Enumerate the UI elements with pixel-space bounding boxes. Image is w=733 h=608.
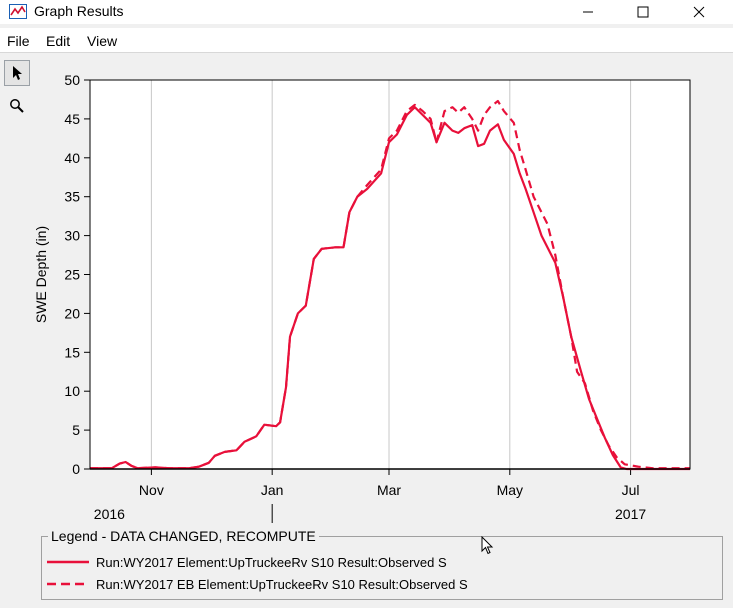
pointer-tool-button[interactable] <box>4 60 30 86</box>
x-year-label: 2016 <box>94 506 125 522</box>
app-icon <box>9 4 27 19</box>
x-tick-label: May <box>497 482 523 498</box>
series-line-1 <box>90 106 690 471</box>
close-icon <box>693 6 705 18</box>
plot-frame <box>89 79 691 470</box>
y-tick-label: 0 <box>72 461 80 477</box>
legend-label: Run:WY2017 EB Element:UpTruckeeRv S10 Re… <box>96 576 468 592</box>
legend-item-observed: Run:WY2017 Element:UpTruckeeRv S10 Resul… <box>47 553 541 571</box>
legend-swatch-solid <box>47 560 89 564</box>
zoom-tool-button[interactable] <box>4 93 30 119</box>
menu-edit[interactable]: Edit <box>46 33 70 49</box>
x-tick-label: Jul <box>622 482 640 498</box>
close-button[interactable] <box>676 0 722 24</box>
x-tick-label: Nov <box>139 482 164 498</box>
menu-view[interactable]: View <box>87 33 117 49</box>
x-tick-label: Mar <box>377 482 401 498</box>
maximize-button[interactable] <box>620 0 666 24</box>
legend-item-eb-observed: Run:WY2017 EB Element:UpTruckeeRv S10 Re… <box>47 575 541 593</box>
legend-title: Legend - DATA CHANGED, RECOMPUTE <box>48 528 319 544</box>
legend-label: Run:WY2017 Element:UpTruckeeRv S10 Resul… <box>96 554 447 570</box>
y-tick-label: 10 <box>64 383 80 399</box>
menu-file[interactable]: File <box>7 33 30 49</box>
legend-swatch-dashed <box>47 582 89 586</box>
minimize-icon <box>583 11 593 13</box>
y-tick-label: 15 <box>64 344 80 360</box>
y-tick-label: 40 <box>64 150 80 166</box>
mouse-cursor-icon <box>481 536 494 555</box>
swe-depth-chart[interactable]: Nov 2016 Jan Mar May Jul 2017 0 5 10 15 20 25 30 35 40 4… <box>30 64 710 526</box>
window-title: Graph Results <box>34 3 124 19</box>
maximize-icon <box>637 6 649 18</box>
zoom-icon <box>10 99 24 113</box>
minimize-button[interactable] <box>565 0 611 24</box>
y-tick-label: 30 <box>64 228 80 244</box>
y-tick-label: 5 <box>72 422 80 438</box>
y-tick-label: 45 <box>64 111 80 127</box>
y-tick-label: 50 <box>64 72 80 88</box>
x-tick-label: Jan <box>261 482 284 498</box>
title-bar: Graph Results <box>0 0 733 24</box>
menu-view-label: View <box>87 33 118 49</box>
menu-bar: File Edit View <box>0 28 733 53</box>
x-year-label: 2017 <box>615 506 646 522</box>
menu-file-label: File <box>7 33 30 49</box>
y-tick-label: 35 <box>64 189 80 205</box>
legend-box <box>41 536 723 600</box>
y-tick-label: 20 <box>64 305 80 321</box>
y-axis-label: SWE Depth (in) <box>33 226 49 323</box>
y-tick-label: 25 <box>64 267 80 283</box>
pointer-icon <box>13 66 22 80</box>
series-line-2 <box>90 99 690 470</box>
menu-edit-label: Edit <box>46 33 71 49</box>
